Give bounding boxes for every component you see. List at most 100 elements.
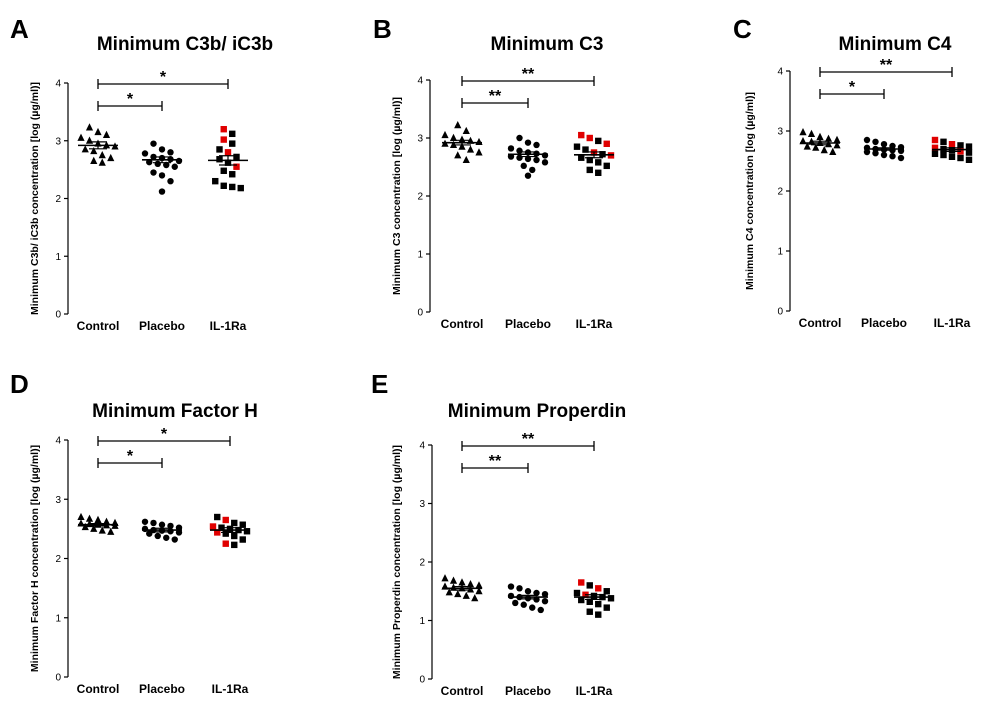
data-point — [475, 148, 483, 156]
data-point — [441, 574, 449, 582]
series-placebo — [141, 518, 183, 543]
data-point — [154, 160, 161, 168]
data-point — [466, 580, 475, 588]
data-point — [94, 515, 102, 523]
data-point — [462, 155, 470, 164]
data-point — [167, 522, 174, 530]
data-point — [462, 591, 470, 599]
data-point — [107, 527, 115, 535]
data-point — [586, 156, 593, 164]
significance-label: ** — [489, 453, 502, 470]
y-tick-label: 4 — [777, 67, 783, 78]
data-point — [81, 522, 89, 531]
x-tick-label: Placebo — [139, 319, 185, 333]
data-point — [603, 604, 610, 611]
data-point — [167, 149, 174, 156]
x-tick-label: Control — [799, 316, 842, 330]
x-tick-label: Control — [77, 682, 120, 696]
y-tick-label: 2 — [55, 554, 61, 565]
series-placebo — [863, 136, 905, 162]
x-tick-label: Placebo — [505, 317, 551, 331]
data-point — [141, 518, 149, 525]
x-tick-label: Placebo — [139, 682, 185, 696]
data-point — [458, 142, 466, 150]
data-point — [90, 146, 98, 155]
data-point — [863, 136, 871, 144]
data-point — [150, 140, 157, 147]
data-point — [98, 158, 106, 166]
x-tick-label: Placebo — [861, 316, 907, 330]
data-point — [595, 600, 602, 608]
data-point — [957, 142, 964, 149]
data-point — [512, 599, 519, 607]
data-point — [833, 135, 841, 143]
data-point — [77, 512, 85, 521]
data-point — [146, 530, 153, 537]
x-tick-label: Placebo — [505, 684, 551, 698]
significance-label: * — [161, 426, 168, 443]
significance-label: ** — [522, 66, 535, 83]
data-point — [582, 146, 589, 153]
data-point — [872, 138, 879, 145]
data-point — [224, 149, 232, 156]
data-point — [454, 121, 462, 129]
data-point — [965, 143, 973, 150]
data-point — [94, 127, 102, 136]
data-point — [90, 156, 98, 164]
data-point — [475, 137, 483, 146]
significance-bracket: ** — [461, 431, 595, 451]
data-point — [807, 129, 816, 137]
y-tick-label: 3 — [55, 495, 61, 506]
data-point — [537, 606, 544, 614]
y-axis-label: Minimum C3b/ iC3b concentration [log (µg… — [29, 82, 41, 315]
data-point — [107, 153, 115, 162]
data-point — [829, 147, 837, 155]
data-point — [98, 150, 106, 159]
chart-title: Minimum C3 — [491, 34, 604, 55]
data-point — [90, 524, 98, 532]
panel-letter: B — [373, 14, 392, 44]
y-tick-label: 1 — [55, 252, 61, 263]
data-point — [222, 540, 229, 547]
data-point — [524, 172, 532, 179]
y-axis-label: Minimum C3 concentration [log (µg/ml)] — [391, 97, 403, 295]
data-point — [233, 153, 240, 161]
data-point — [445, 588, 453, 596]
data-point — [214, 529, 221, 536]
chart-panel-a: A Minimum C3b/ iC3b 0 1 2 3 4 Minimum C3b/ iC3b… — [10, 14, 273, 333]
series-il-1ra — [573, 579, 615, 618]
data-point — [863, 148, 871, 156]
data-point — [98, 526, 106, 534]
data-point — [578, 131, 585, 139]
significance-label: ** — [489, 88, 502, 105]
data-point — [449, 576, 458, 584]
data-point — [948, 141, 956, 148]
panel-letter: A — [10, 14, 29, 44]
data-point — [595, 585, 602, 592]
y-tick-label: 4 — [417, 76, 423, 87]
data-point — [158, 188, 166, 195]
data-point — [471, 594, 479, 602]
panel-letter: C — [733, 14, 752, 44]
significance-bracket: ** — [461, 66, 595, 86]
data-point — [214, 513, 221, 521]
data-point — [216, 156, 223, 163]
chart-panel-c: C Minimum C4 0 1 2 3 4 Minimum C4 concentration… — [733, 14, 973, 330]
data-point — [212, 177, 219, 185]
data-point — [529, 604, 536, 611]
data-point — [595, 611, 602, 618]
data-point — [229, 130, 236, 138]
data-point — [595, 159, 602, 166]
data-point — [516, 154, 523, 161]
data-point — [141, 525, 149, 533]
chart-panel-b: B Minimum C3 0 1 2 3 4 Minimum C3 concentration… — [373, 14, 615, 331]
data-point — [586, 582, 593, 589]
data-point — [957, 154, 964, 162]
data-point — [220, 126, 227, 133]
data-point — [586, 134, 593, 142]
data-point — [150, 519, 157, 527]
y-tick-label: 1 — [55, 613, 61, 624]
y-tick-label: 4 — [419, 441, 425, 452]
data-point — [216, 146, 223, 153]
data-point — [595, 137, 602, 145]
